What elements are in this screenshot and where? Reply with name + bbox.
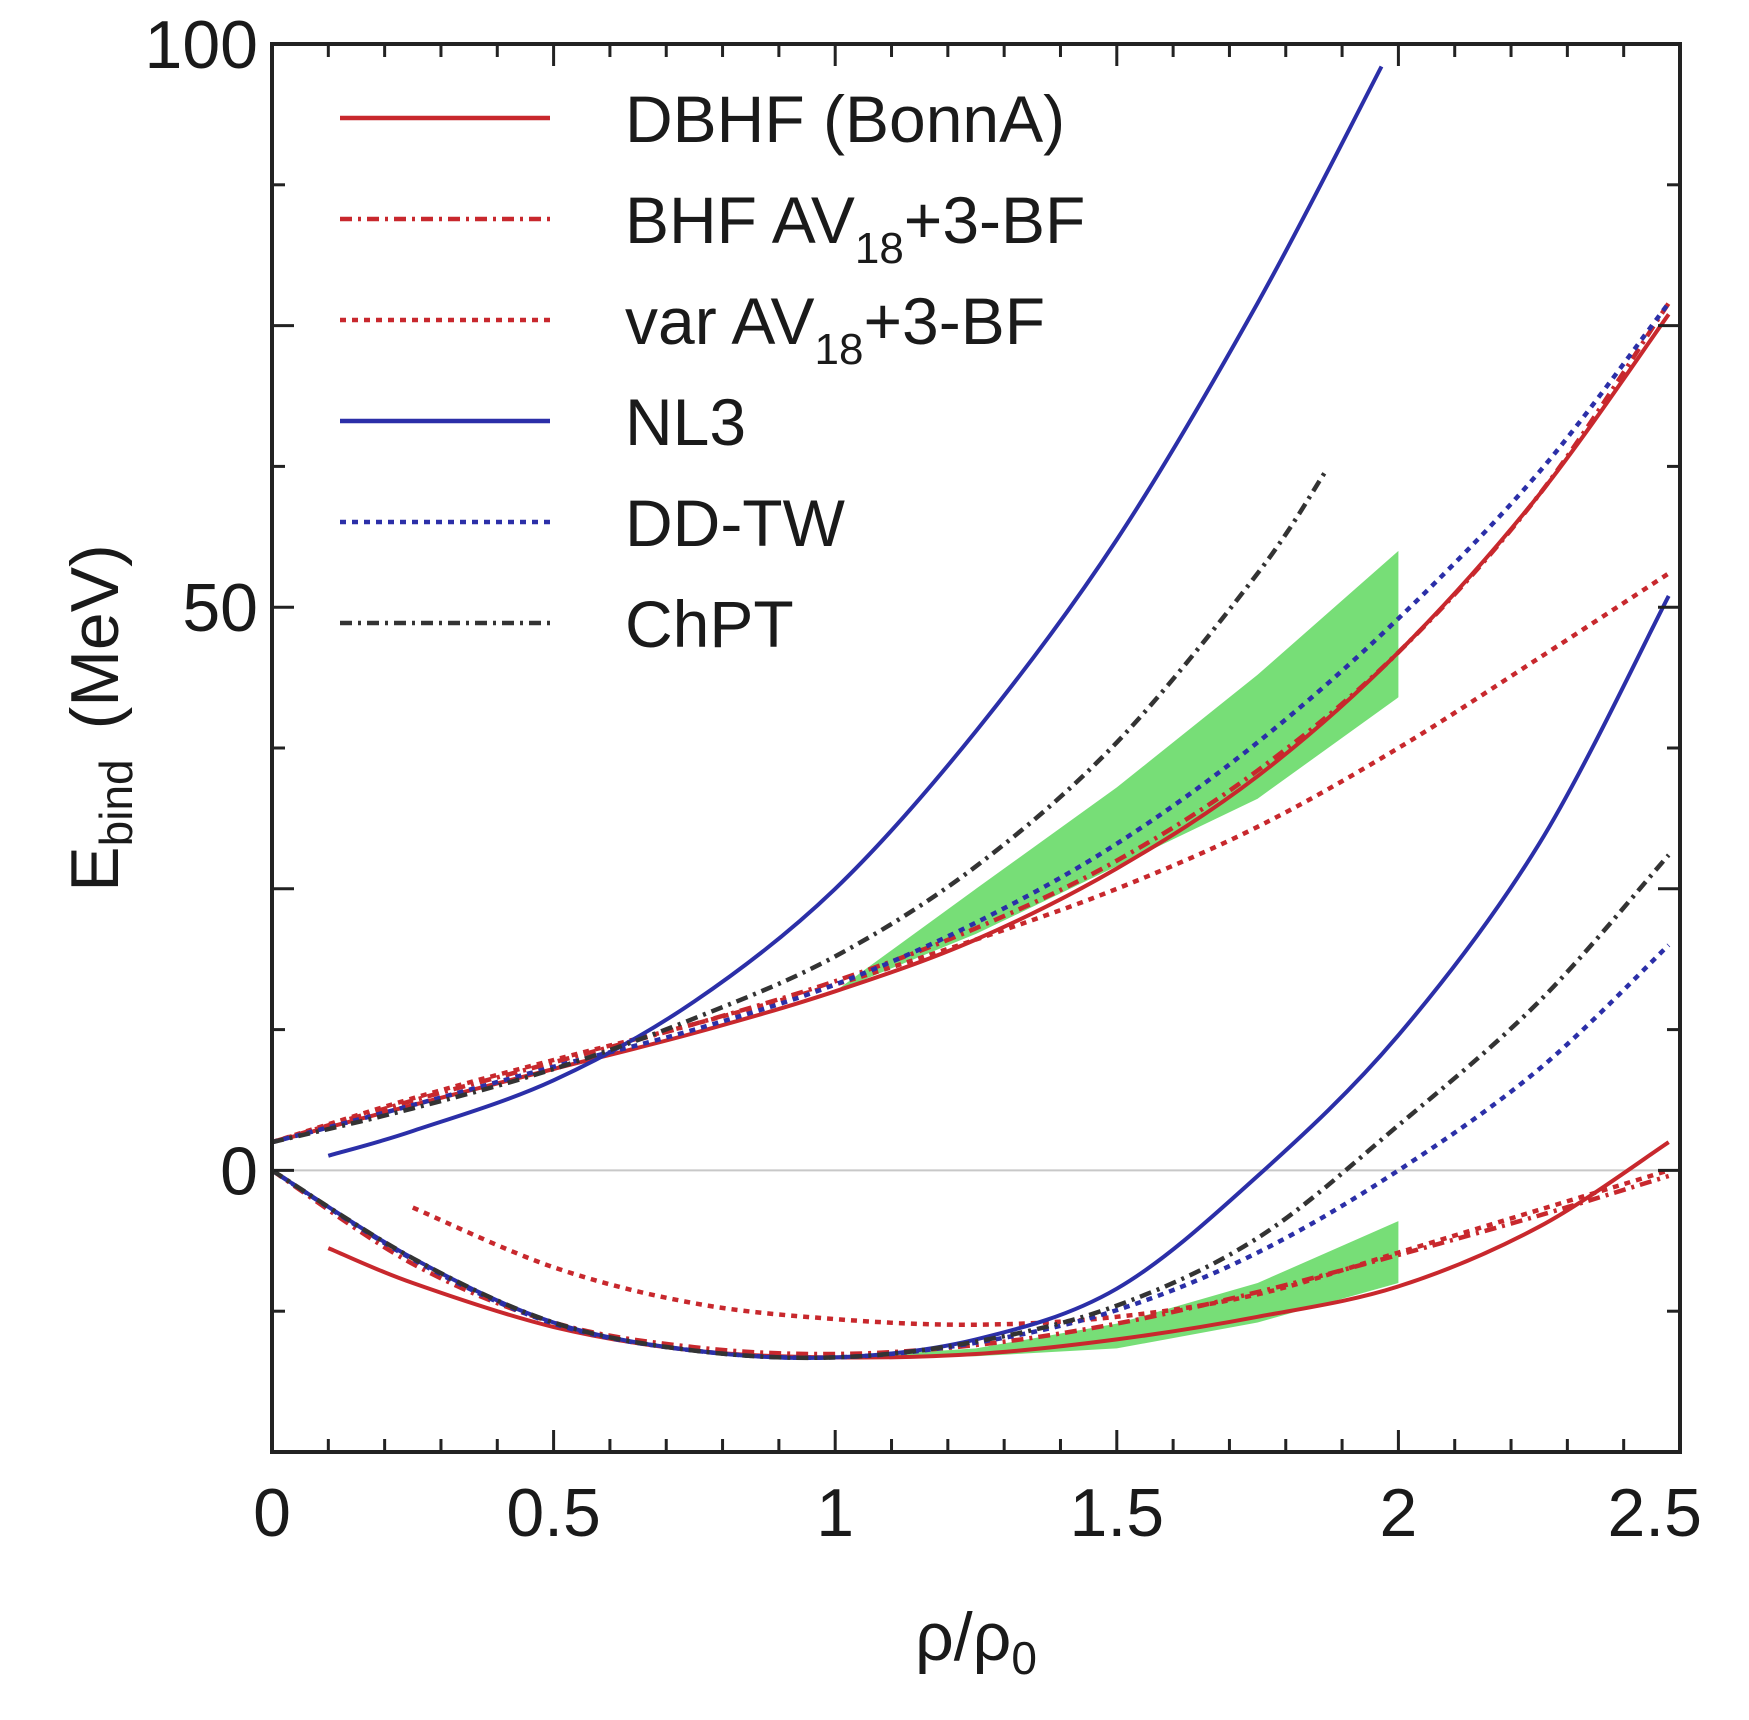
series-line-symmetric-2 xyxy=(411,1168,1670,1327)
x-tick-label: 0.5 xyxy=(506,1475,601,1551)
y-tick-labels: 0 50 100 xyxy=(145,7,258,1209)
confidence-bands xyxy=(835,550,1399,1358)
y-tick-label: 100 xyxy=(145,7,258,83)
y-axis-label-unit: (MeV) xyxy=(57,544,133,729)
x-tick-label: 0 xyxy=(253,1475,291,1551)
x-axis-label-base: ρ/ρ xyxy=(915,1599,1011,1675)
series-line-neutron-0 xyxy=(271,313,1671,1145)
series-lines xyxy=(270,65,1671,1361)
series-line-symmetric-3 xyxy=(270,594,1671,1360)
series-line-neutron-1 xyxy=(271,301,1671,1145)
legend-label: var AV18+3-BF xyxy=(625,284,1045,374)
series-line-neutron-2 xyxy=(271,571,1670,1145)
y-axis-label-sub: bind xyxy=(90,759,142,846)
y-axis-label: Ebind (MeV) xyxy=(57,544,142,891)
y-tick-label: 50 xyxy=(182,570,258,646)
x-tick-label: 1 xyxy=(816,1475,854,1551)
x-tick-labels: 0 0.5 1 1.5 2 2.5 xyxy=(253,1475,1702,1551)
x-tick-label: 2 xyxy=(1379,1475,1417,1551)
axis-ticks xyxy=(270,42,1682,1454)
series-line-symmetric-5 xyxy=(270,853,1671,1361)
x-tick-label: 2.5 xyxy=(1607,1475,1702,1551)
legend: DBHF (BonnA) BHF AV18+3-BF var AV18+3-BF NL… xyxy=(340,82,1085,661)
series-line-symmetric-1 xyxy=(270,1168,1670,1357)
legend-label: BHF AV18+3-BF xyxy=(625,183,1085,273)
legend-label: NL3 xyxy=(625,385,746,459)
series-line-symmetric-0 xyxy=(327,1140,1670,1360)
x-tick-label: 1.5 xyxy=(1070,1475,1165,1551)
series-line-neutron-4 xyxy=(271,301,1671,1145)
x-axis-label: ρ/ρ0 xyxy=(915,1599,1037,1684)
y-axis-label-base: E xyxy=(57,846,133,891)
plot-frame xyxy=(270,42,1682,1454)
x-axis-label-sub: 0 xyxy=(1011,1632,1037,1684)
series-line-symmetric-4 xyxy=(270,943,1671,1360)
series-line-neutron-3 xyxy=(327,65,1384,1158)
neutron-matter-band xyxy=(835,550,1399,992)
series-line-neutron-5 xyxy=(271,470,1328,1145)
legend-label: ChPT xyxy=(625,587,794,661)
legend-label: DBHF (BonnA) xyxy=(625,82,1065,156)
y-tick-label: 0 xyxy=(220,1133,258,1209)
legend-label: DD-TW xyxy=(625,486,846,560)
